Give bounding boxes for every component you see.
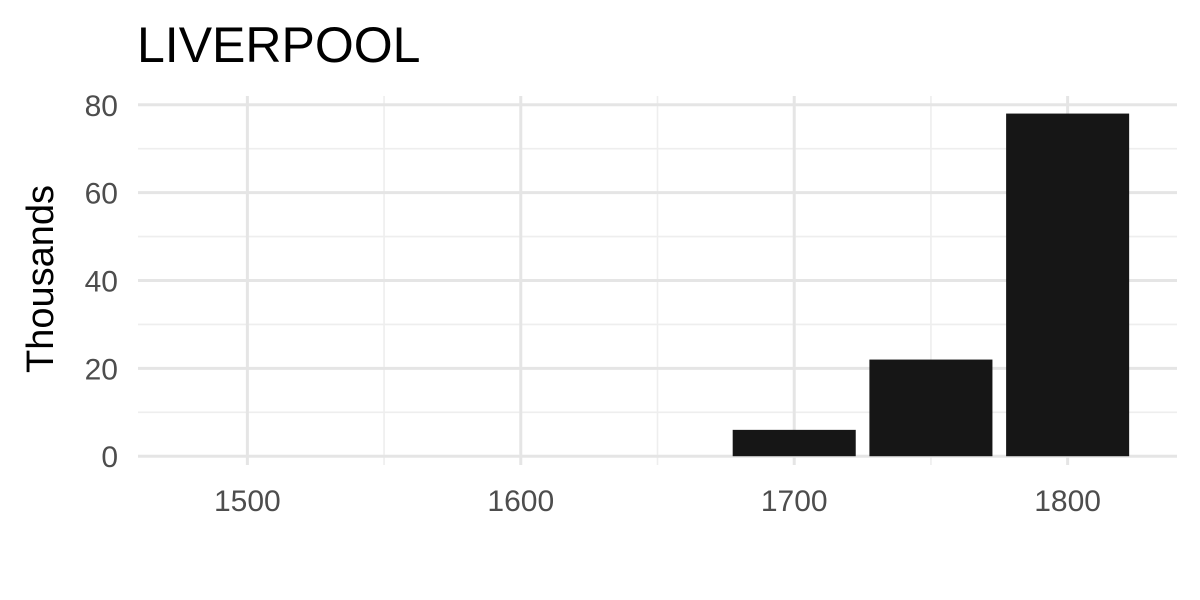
x-tick-label: 1700 bbox=[761, 485, 828, 518]
x-axis-tick-labels: 1500 1600 1700 1800 bbox=[214, 485, 1101, 518]
bar bbox=[732, 429, 856, 457]
y-tick-label: 40 bbox=[85, 266, 118, 299]
minor-gridlines bbox=[138, 96, 1177, 465]
chart-title: LIVERPOOL bbox=[137, 17, 420, 73]
y-axis-tick-labels: 0 20 40 60 80 bbox=[85, 90, 118, 474]
bar bbox=[869, 359, 993, 457]
y-axis-title: Thousands bbox=[20, 185, 62, 373]
bar bbox=[1006, 113, 1130, 457]
x-tick-label: 1500 bbox=[214, 485, 281, 518]
y-tick-label: 20 bbox=[85, 353, 118, 386]
x-tick-label: 1800 bbox=[1034, 485, 1101, 518]
y-tick-label: 80 bbox=[85, 90, 118, 123]
y-tick-label: 60 bbox=[85, 178, 118, 211]
bars bbox=[732, 113, 1130, 457]
x-tick-label: 1600 bbox=[487, 485, 554, 518]
y-tick-label: 0 bbox=[101, 441, 118, 474]
